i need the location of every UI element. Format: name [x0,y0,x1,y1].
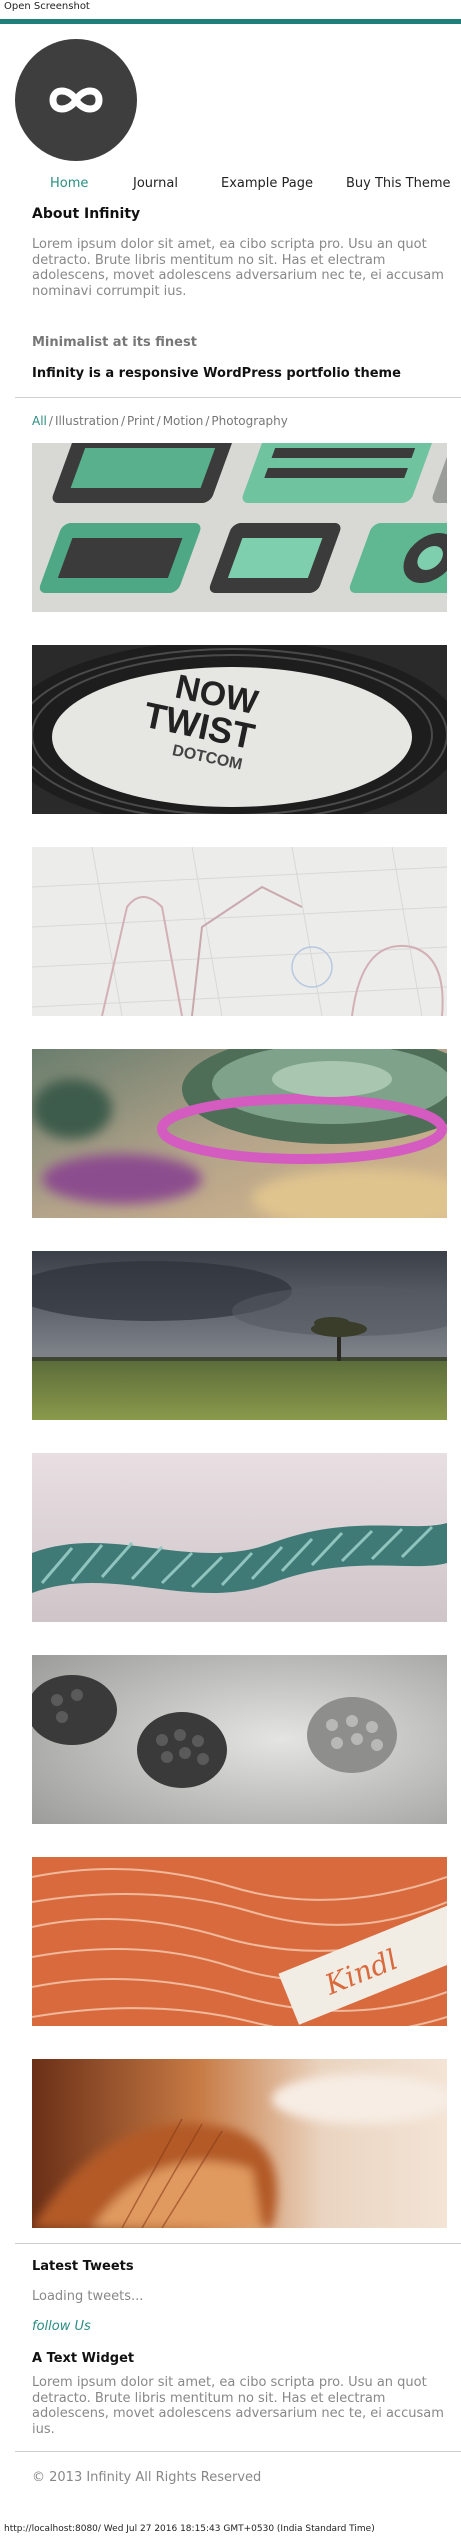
portfolio-image-2: NOW TWIST DOTCOM [32,645,447,814]
open-screenshot-link[interactable]: Open Screenshot [4,1,90,12]
filter-photography[interactable]: Photography [211,414,288,428]
main-nav: Home Journal Example Page Buy This Theme [0,176,461,200]
nav-item-example-page[interactable]: Example Page [221,176,314,191]
status-bar-text: http://localhost:8080/ Wed Jul 27 2016 1… [4,2524,375,2534]
portfolio-image-4 [32,1049,447,1218]
footer-copyright: © 2013 Infinity All Rights Reserved [32,2470,262,2485]
portfolio-image-9 [32,2059,447,2228]
portfolio-item-1[interactable] [32,443,447,612]
filter-separator: / [120,414,126,428]
filter-all[interactable]: All [32,414,47,428]
header-accent-rule [0,19,461,24]
portfolio-item-8[interactable]: Kindl [32,1857,447,2026]
about-title: About Infinity [32,206,141,222]
portfolio-image-6 [32,1453,447,1622]
latest-tweets-title: Latest Tweets [32,2259,134,2274]
nav-item-home[interactable]: Home [50,176,89,191]
infinity-icon [49,87,103,113]
portfolio-image-8: Kindl [32,1857,447,2026]
divider [15,397,461,398]
site-logo[interactable] [15,39,137,161]
portfolio-filters: All / Illustration / Print / Motion / Photograph… [32,414,288,428]
portfolio-item-9[interactable] [32,2059,447,2228]
intro-subtitle: Minimalist at its finest [32,335,197,350]
portfolio-item-2[interactable]: NOW TWIST DOTCOM [32,645,447,814]
portfolio-item-7[interactable] [32,1655,447,1824]
portfolio-image-1 [32,443,447,612]
nav-item-journal[interactable]: Journal [133,176,178,191]
portfolio-image-3 [32,847,447,1016]
follow-us-link[interactable]: follow Us [32,2319,91,2334]
text-widget-body: Lorem ipsum dolor sit amet, ea cibo scri… [32,2375,444,2437]
filter-illustration[interactable]: Illustration [54,414,119,428]
filter-separator: / [156,414,161,428]
about-text: Lorem ipsum dolor sit amet, ea cibo scri… [32,237,444,299]
portfolio-item-5[interactable] [32,1251,447,1420]
open-screenshot-bar[interactable]: Open Screenshot [0,0,461,20]
portfolio-image-5 [32,1251,447,1420]
portfolio-item-6[interactable] [32,1453,447,1622]
intro-tagline: Infinity is a responsive WordPress portf… [32,366,401,381]
portfolio-item-4[interactable] [32,1049,447,1218]
filter-motion[interactable]: Motion [162,414,204,428]
filter-print[interactable]: Print [127,414,155,428]
portfolio-item-3[interactable] [32,847,447,1016]
tweets-loading-text: Loading tweets... [32,2289,144,2304]
filter-separator: / [205,414,210,428]
portfolio-image-7 [32,1655,447,1824]
text-widget-title: A Text Widget [32,2351,135,2366]
nav-item-buy-theme[interactable]: Buy This Theme [346,176,451,191]
divider [15,2243,461,2244]
filter-separator: / [48,414,53,428]
divider [15,2451,461,2452]
